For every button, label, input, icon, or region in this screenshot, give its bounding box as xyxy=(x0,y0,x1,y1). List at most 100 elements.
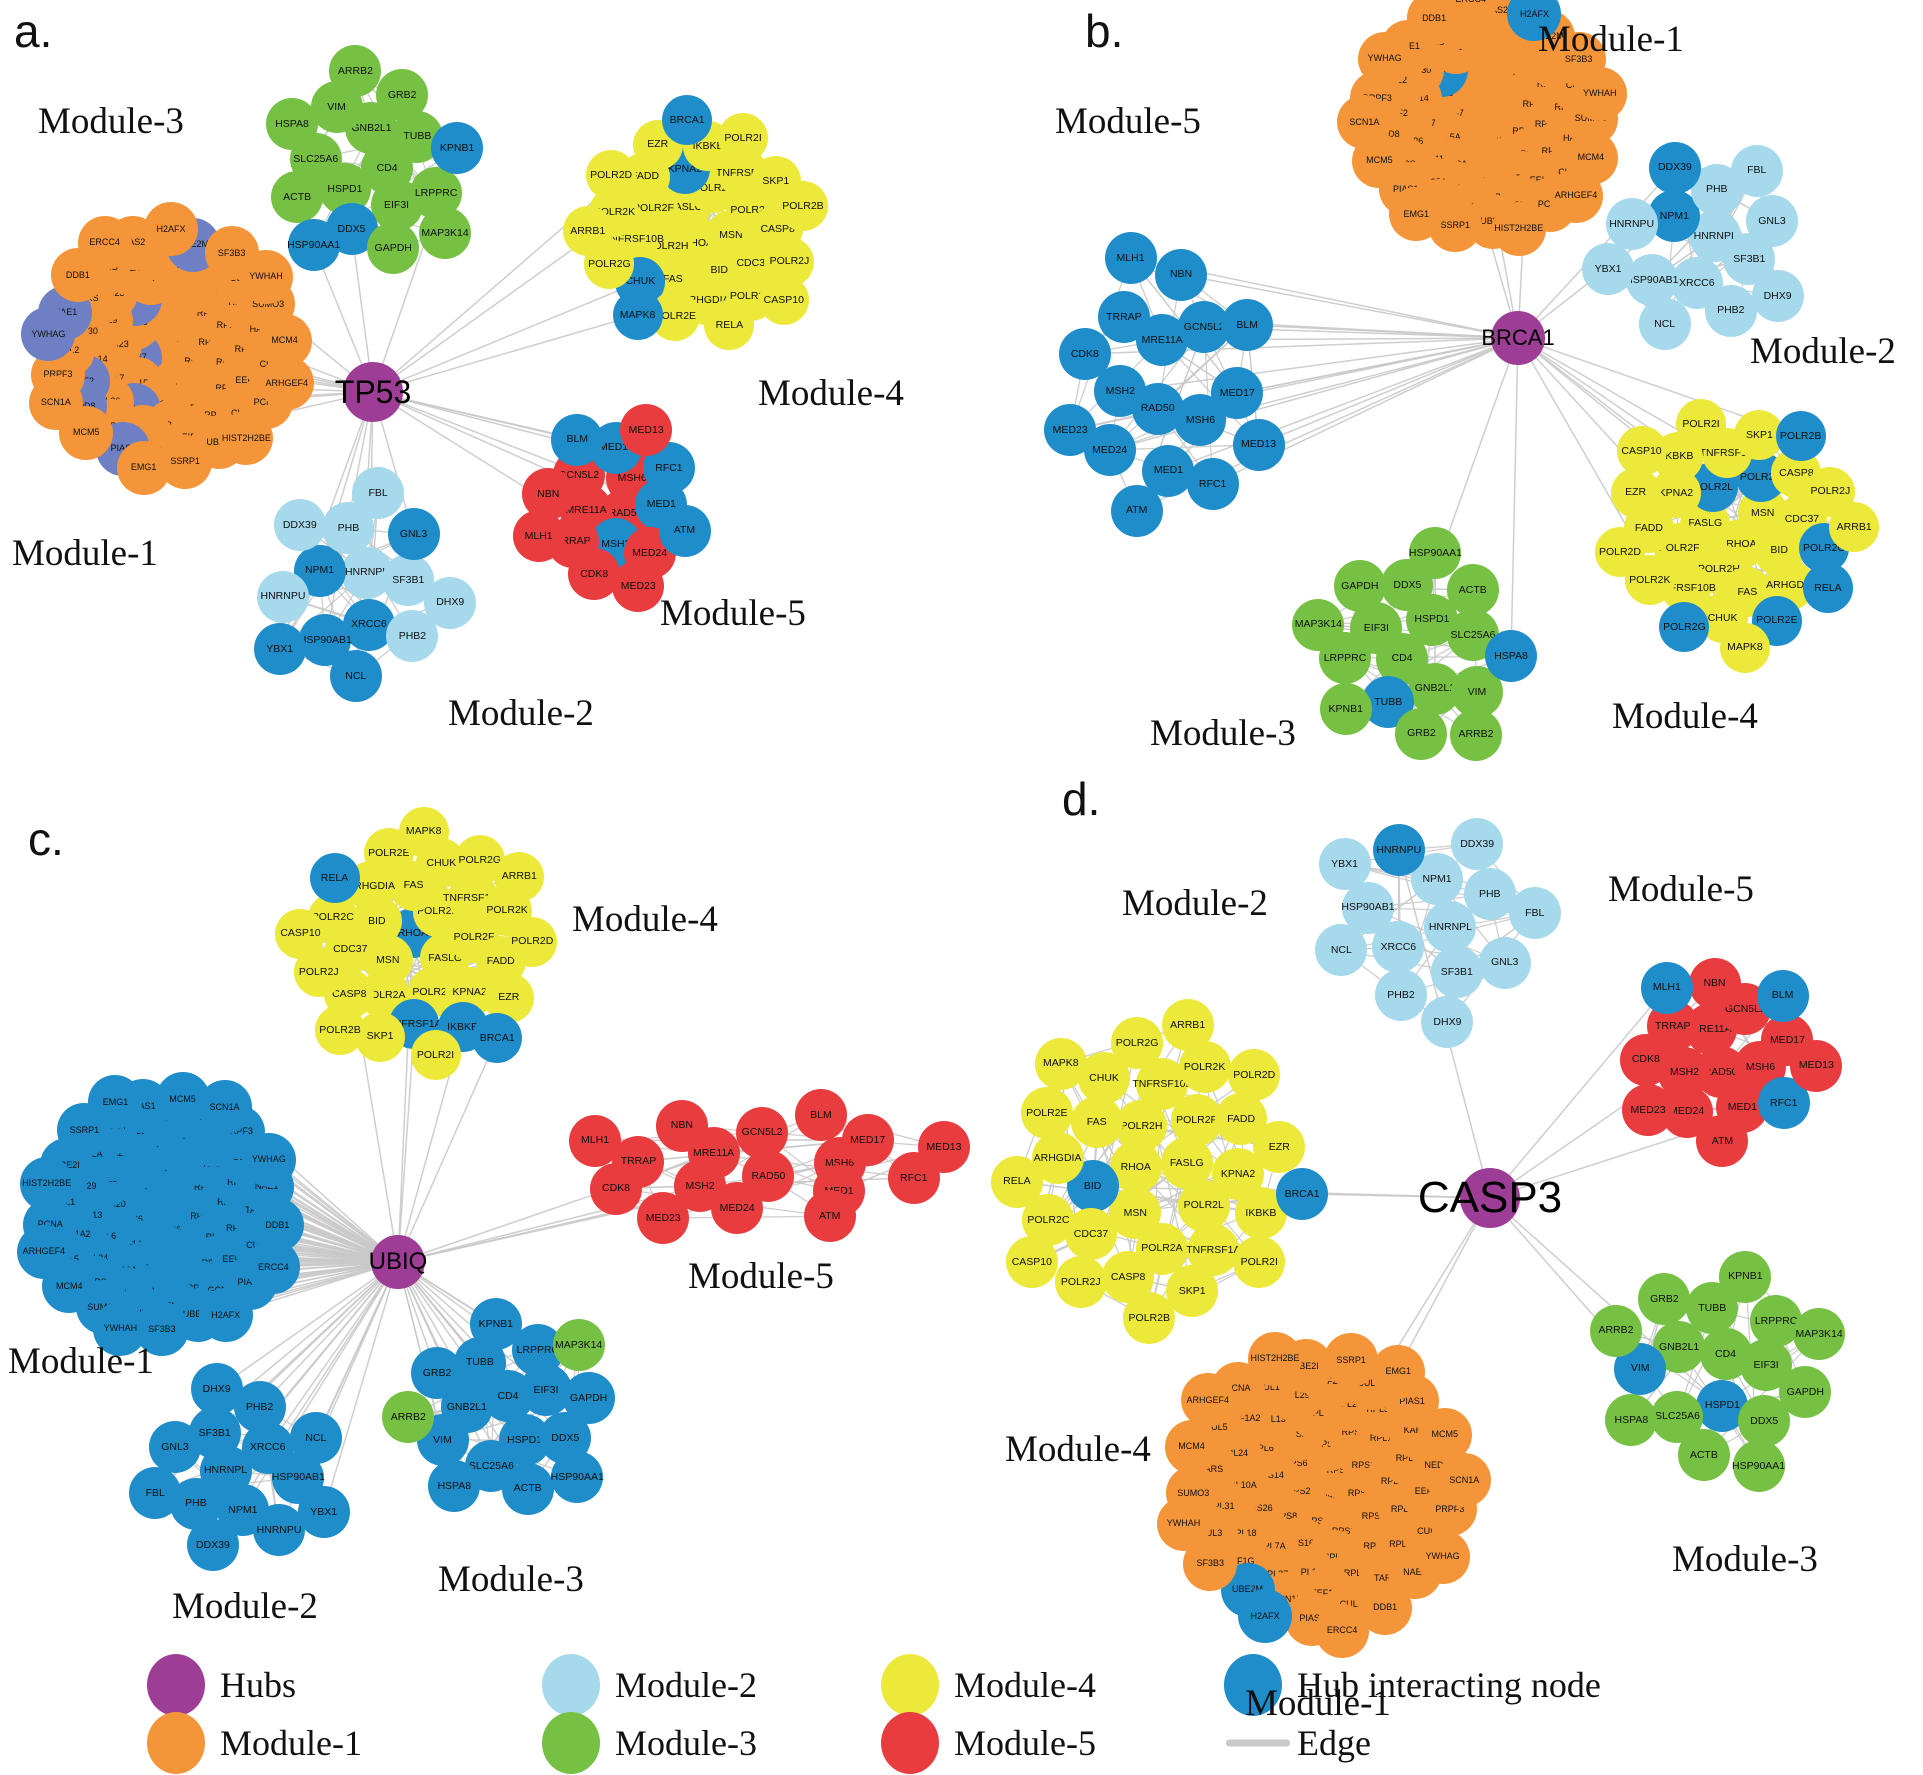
edge xyxy=(1180,273,1519,339)
network-node: BLM xyxy=(1756,969,1809,1022)
network-node: KPNB1 xyxy=(1319,682,1372,735)
module-label: Module-4 xyxy=(1612,696,1758,737)
network-node: EMG1 xyxy=(1371,1344,1426,1399)
network-node: DHX9 xyxy=(424,576,477,629)
network-node: GRB2 xyxy=(411,1347,463,1400)
network-node: DHX9 xyxy=(1421,996,1474,1049)
network-node: MED1 xyxy=(1142,444,1195,497)
module-label: Module-3 xyxy=(1672,1539,1818,1580)
network-node: KPNB1 xyxy=(431,122,484,175)
legend-swatch-module-2 xyxy=(542,1654,600,1716)
network-node: H2AFX xyxy=(144,202,199,257)
network-node: YWHAH xyxy=(239,249,294,304)
edge xyxy=(1168,337,1519,472)
network-node: H2AFX xyxy=(198,1288,253,1343)
network-node: HSP90AB1 xyxy=(299,614,352,667)
network-node: GNL3 xyxy=(148,1421,201,1474)
panel-a-letter: a. xyxy=(14,5,53,57)
network-node: MLH1 xyxy=(1104,231,1157,284)
network-node: ERCC4 xyxy=(77,215,132,270)
network-node: FBL xyxy=(352,467,405,520)
network-node: MED13 xyxy=(1232,418,1285,471)
legend-swatch-module-5 xyxy=(881,1712,939,1774)
edge xyxy=(216,1261,399,1390)
network-node: ERCC4 xyxy=(246,1240,301,1295)
network-node: CDK8 xyxy=(568,547,621,600)
module-label: Module-3 xyxy=(1150,713,1296,754)
network-node: KPNB1 xyxy=(1719,1250,1772,1303)
module-label: Module-1 xyxy=(1538,19,1684,60)
network-node: RELA xyxy=(990,1155,1043,1208)
module-label: Module-3 xyxy=(38,101,184,142)
module-label: Module-2 xyxy=(1122,883,1268,924)
network-node: ARHGEF4 xyxy=(1549,168,1604,223)
network-node: H2AFX xyxy=(1507,0,1562,42)
network-node: SSRP1 xyxy=(1324,1333,1379,1388)
network-node: ARRB1 xyxy=(1161,999,1214,1052)
network-node: EMG1 xyxy=(88,1075,143,1130)
edge xyxy=(1489,987,1668,1199)
network-node: CASP10 xyxy=(758,275,809,326)
legend-label: Module-4 xyxy=(954,1665,1096,1705)
network-node: YBX1 xyxy=(1318,837,1371,890)
network-node: ACTB xyxy=(501,1462,554,1515)
network-node: NCL xyxy=(1315,924,1368,977)
panel-b-letter: b. xyxy=(1085,5,1124,57)
network-node: POLR2G xyxy=(1111,1017,1164,1070)
edge xyxy=(1120,337,1519,393)
network-node: MED23 xyxy=(1044,404,1097,457)
network-node: FBL xyxy=(1730,144,1783,197)
network-node: RFC1 xyxy=(1186,457,1239,510)
network-node: BLM xyxy=(794,1088,847,1141)
network-node: PHB2 xyxy=(1374,968,1427,1021)
legend-label: Module-1 xyxy=(220,1723,362,1763)
network-node: MED23 xyxy=(637,1191,690,1244)
network-node: POLR2E xyxy=(1020,1087,1073,1140)
network-node: RELA xyxy=(1802,563,1853,614)
network-node: POLR2D xyxy=(507,916,558,967)
network-node: MAP3K14 xyxy=(419,206,472,259)
network-node: ARHGEF4 xyxy=(1180,1373,1235,1428)
network-node: HSP90AA1 xyxy=(551,1451,604,1504)
network-node: MED13 xyxy=(620,404,673,457)
legend-edge-swatch xyxy=(1226,1739,1290,1747)
network-node: DHX9 xyxy=(190,1363,243,1416)
network-node: HIST2H2BE xyxy=(19,1156,74,1211)
network-node: ATM xyxy=(1696,1114,1749,1167)
hub-node: TP53 xyxy=(335,362,411,422)
panel-c-letter: c. xyxy=(28,813,64,865)
network-node: ARRB1 xyxy=(562,206,613,257)
legend-label: Module-5 xyxy=(954,1723,1096,1763)
module-label: Module-2 xyxy=(1750,331,1896,372)
network-node: YWHAG xyxy=(1357,31,1412,86)
network-node: ARHGEF4 xyxy=(16,1224,71,1279)
module-label: Module-5 xyxy=(1608,869,1754,910)
module-label: Module-5 xyxy=(660,593,806,634)
network-node: YWHAG xyxy=(21,307,76,362)
network-node: DDX39 xyxy=(186,1519,239,1572)
module-label: Module-5 xyxy=(688,1256,834,1297)
network-node: POLR2B xyxy=(1775,411,1826,462)
network-node: FAS xyxy=(1070,1096,1123,1149)
network-node: ERCC4 xyxy=(1315,1603,1370,1658)
legend-label: Hubs xyxy=(220,1665,297,1705)
network-node: MED13 xyxy=(917,1121,970,1174)
network-node: GRB2 xyxy=(1638,1273,1691,1326)
network-node: NCL xyxy=(329,650,382,703)
network-node: CDK8 xyxy=(1058,327,1111,380)
network-node: GRB2 xyxy=(1395,707,1448,760)
network-node: EMG1 xyxy=(1389,187,1444,242)
network-node: HSPA8 xyxy=(1485,630,1538,683)
network-node: DDX39 xyxy=(1648,141,1701,194)
network-node: ACTB xyxy=(271,171,324,224)
legend-swatch-module-4 xyxy=(881,1654,939,1716)
edge xyxy=(322,1261,399,1513)
network-node: HNRNPU xyxy=(1372,824,1425,877)
network-node: GRB2 xyxy=(376,69,429,122)
hub-node: BRCA1 xyxy=(1481,311,1555,365)
network-node: POLR2I xyxy=(1676,399,1727,450)
network-node: ARRB2 xyxy=(382,1391,435,1444)
edge xyxy=(1258,337,1519,446)
network-node: POLR2D xyxy=(1594,527,1645,578)
network-node: HNRNPU xyxy=(256,570,309,623)
